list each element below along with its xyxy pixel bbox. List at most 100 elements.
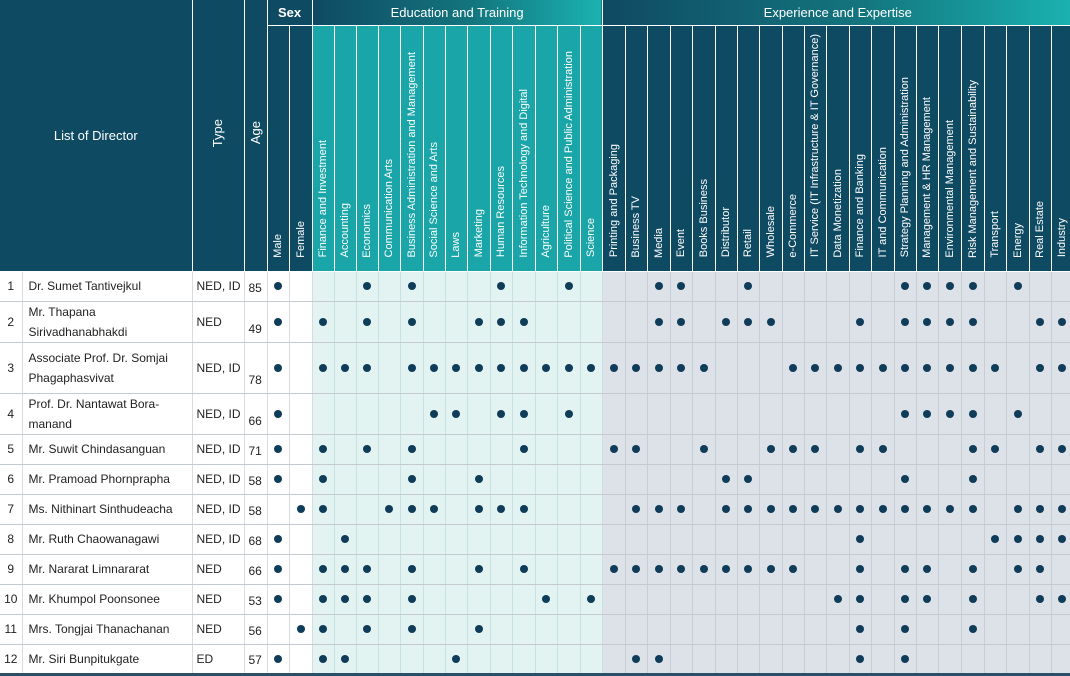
check-dot-icon xyxy=(1013,565,1022,573)
cell-social-science-and-arts xyxy=(423,614,446,645)
check-dot-icon xyxy=(632,505,641,513)
check-dot-icon xyxy=(519,363,528,372)
column-header-agriculture: Agriculture xyxy=(535,25,558,272)
check-dot-icon xyxy=(968,409,977,418)
cell-it-service-it-infrastructure-it-governance xyxy=(804,464,827,495)
check-dot-icon xyxy=(341,535,350,543)
cell-printing-and-packaging xyxy=(602,342,626,394)
cell-business-tv xyxy=(625,342,648,394)
check-dot-icon xyxy=(363,625,372,633)
cell-industry xyxy=(1051,464,1070,495)
cell-laws xyxy=(445,494,468,525)
cell-communication-arts xyxy=(378,644,401,676)
cell-transport xyxy=(984,494,1007,525)
column-header-label: Finance and Banking xyxy=(854,154,867,258)
check-dot-icon xyxy=(363,595,372,603)
experience-group-header: Experience and Expertise xyxy=(602,0,1070,26)
check-dot-icon xyxy=(856,535,865,543)
check-dot-icon xyxy=(1058,445,1067,453)
column-header-label: Wholesale xyxy=(764,206,777,258)
cell-distributor xyxy=(715,464,738,495)
cell-laws xyxy=(445,393,468,435)
check-dot-icon xyxy=(1036,445,1045,453)
cell-finance-and-banking xyxy=(849,554,872,585)
check-dot-icon xyxy=(699,565,708,573)
check-dot-icon xyxy=(677,363,686,372)
column-header-it-and-communication: IT and Communication xyxy=(871,25,895,272)
column-header-human-resources: Human Resources xyxy=(490,25,513,272)
check-dot-icon xyxy=(564,409,573,418)
cell-environmental-management xyxy=(938,494,962,525)
cell-e-commerce xyxy=(782,584,805,615)
cell-information-technology-and-digital xyxy=(512,393,536,435)
cell-female xyxy=(289,301,313,343)
check-dot-icon xyxy=(407,625,416,633)
cell-risk-management-and-sustainability xyxy=(961,464,985,495)
director-age: 58 xyxy=(244,464,268,495)
cell-laws xyxy=(445,342,468,394)
cell-it-and-communication xyxy=(871,434,895,465)
director-type: NED, ID xyxy=(192,393,245,435)
check-dot-icon xyxy=(991,535,1000,543)
check-dot-icon xyxy=(1058,595,1067,603)
check-dot-icon xyxy=(856,625,865,633)
check-dot-icon xyxy=(407,595,416,603)
column-header-male: Male xyxy=(267,25,290,272)
cell-accounting xyxy=(334,342,357,394)
check-dot-icon xyxy=(363,317,372,326)
cell-finance-and-banking xyxy=(849,342,872,394)
cell-female xyxy=(289,524,313,555)
check-dot-icon xyxy=(856,445,865,453)
cell-human-resources xyxy=(490,524,513,555)
cell-management-hr-management xyxy=(916,393,939,435)
cell-risk-management-and-sustainability xyxy=(961,614,985,645)
cell-distributor xyxy=(715,494,738,525)
column-header-label: Human Resources xyxy=(495,166,508,258)
cell-management-hr-management xyxy=(916,584,939,615)
cell-environmental-management xyxy=(938,554,962,585)
cell-female xyxy=(289,644,313,676)
cell-industry xyxy=(1051,342,1070,394)
cell-printing-and-packaging xyxy=(602,464,626,495)
cell-media xyxy=(647,393,671,435)
check-dot-icon xyxy=(274,565,282,573)
cell-books-business xyxy=(692,644,716,676)
cell-laws xyxy=(445,554,468,585)
cell-marketing xyxy=(467,494,491,525)
check-dot-icon xyxy=(968,317,977,326)
cell-books-business xyxy=(692,494,716,525)
director-name: Mr. Nararat Limnararat xyxy=(22,554,193,585)
cell-business-tv xyxy=(625,271,648,302)
director-age: 71 xyxy=(244,434,268,465)
sex-group-header: Sex xyxy=(267,0,313,26)
cell-management-hr-management xyxy=(916,524,939,555)
check-dot-icon xyxy=(1058,363,1067,372)
cell-human-resources xyxy=(490,644,513,676)
check-dot-icon xyxy=(474,475,483,483)
check-dot-icon xyxy=(878,445,887,453)
director-age: 66 xyxy=(244,393,268,435)
column-header-finance-and-banking: Finance and Banking xyxy=(849,25,872,272)
check-dot-icon xyxy=(654,505,663,513)
cell-agriculture xyxy=(535,614,558,645)
cell-books-business xyxy=(692,434,716,465)
cell-communication-arts xyxy=(378,393,401,435)
cell-management-hr-management xyxy=(916,434,939,465)
table-row: 5 Mr. Suwit Chindasanguan NED, ID 71 xyxy=(0,434,1070,465)
cell-transport xyxy=(984,393,1007,435)
cell-data-monetization xyxy=(826,494,850,525)
check-dot-icon xyxy=(968,565,977,573)
check-dot-icon xyxy=(654,317,663,326)
cell-environmental-management xyxy=(938,644,962,676)
table-row: 12 Mr. Siri Bunpitukgate ED 57 xyxy=(0,644,1070,676)
check-dot-icon xyxy=(766,505,775,513)
cell-e-commerce xyxy=(782,494,805,525)
check-dot-icon xyxy=(923,282,932,290)
column-header-finance-and-investment: Finance and Investment xyxy=(312,25,335,272)
column-header-label: Distributor xyxy=(720,207,733,258)
check-dot-icon xyxy=(901,654,910,663)
cell-social-science-and-arts xyxy=(423,464,446,495)
cell-human-resources xyxy=(490,584,513,615)
cell-business-administration-and-management xyxy=(400,584,424,615)
check-dot-icon xyxy=(407,282,416,290)
